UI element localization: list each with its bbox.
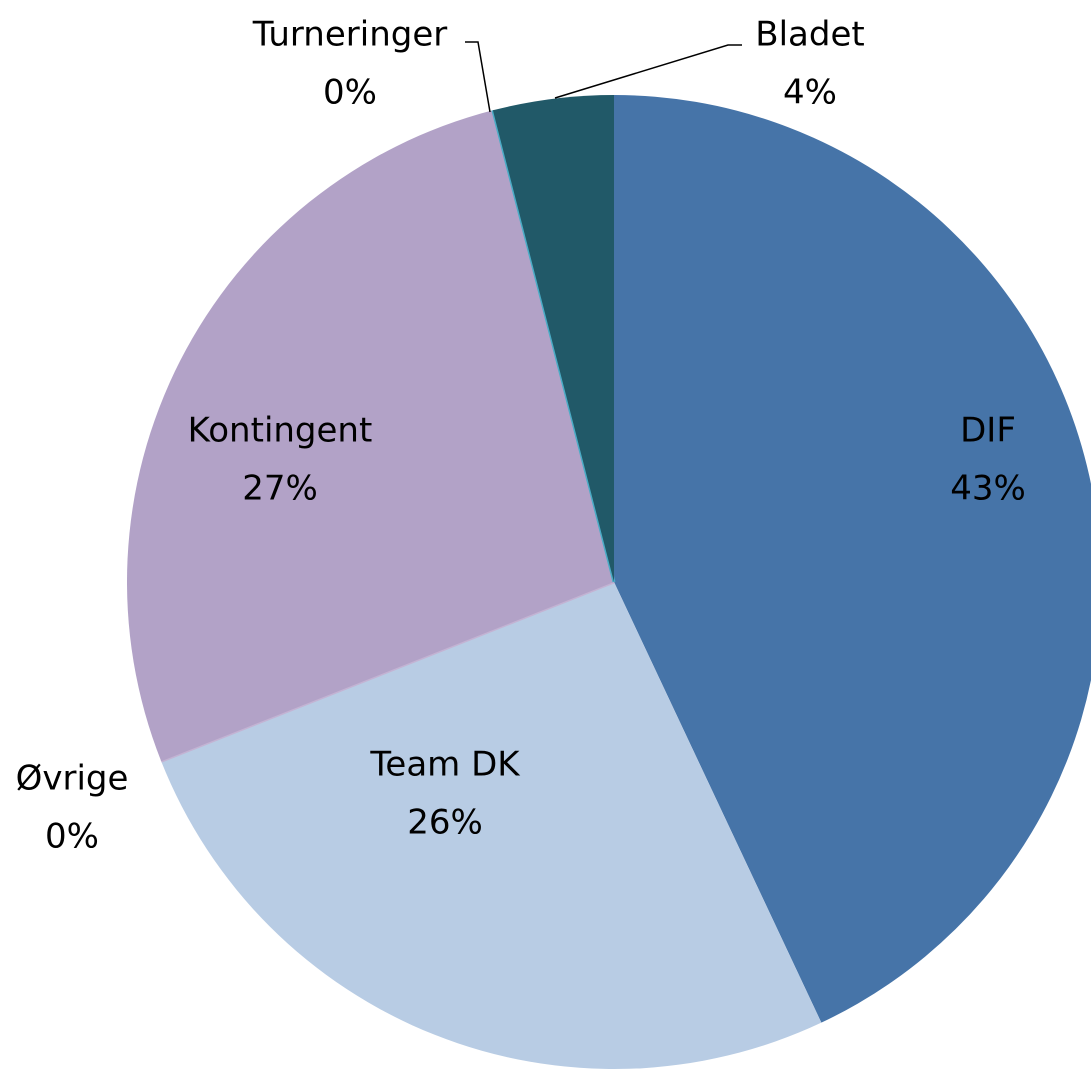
slice-label: Øvrige [16,759,129,799]
slice-label: Team DK [369,745,521,785]
pie-slice [126,110,614,762]
slice-value: 26% [407,803,483,843]
pie-slice [160,580,615,763]
pie-slice [614,95,1091,1023]
slice-value: 0% [323,73,377,113]
leader-line [554,44,742,99]
pie-slice [491,109,616,583]
slice-label: Kontingent [188,411,373,451]
slice-label: Turneringer [252,15,447,55]
slice-label: DIF [960,411,1016,451]
pie-slice [161,582,822,1069]
slice-label: Bladet [755,15,864,55]
labels: DIF 43% Team DK 26% Øvrige 0% Kontingent 27% Tur… [16,15,1026,857]
slice-value: 4% [783,73,837,113]
pie-slice [492,95,614,582]
slice-value: 0% [45,817,99,857]
slice-value: 43% [950,469,1026,509]
slice-value: 27% [242,469,318,509]
slices [126,95,1091,1069]
leader-line [465,41,491,113]
